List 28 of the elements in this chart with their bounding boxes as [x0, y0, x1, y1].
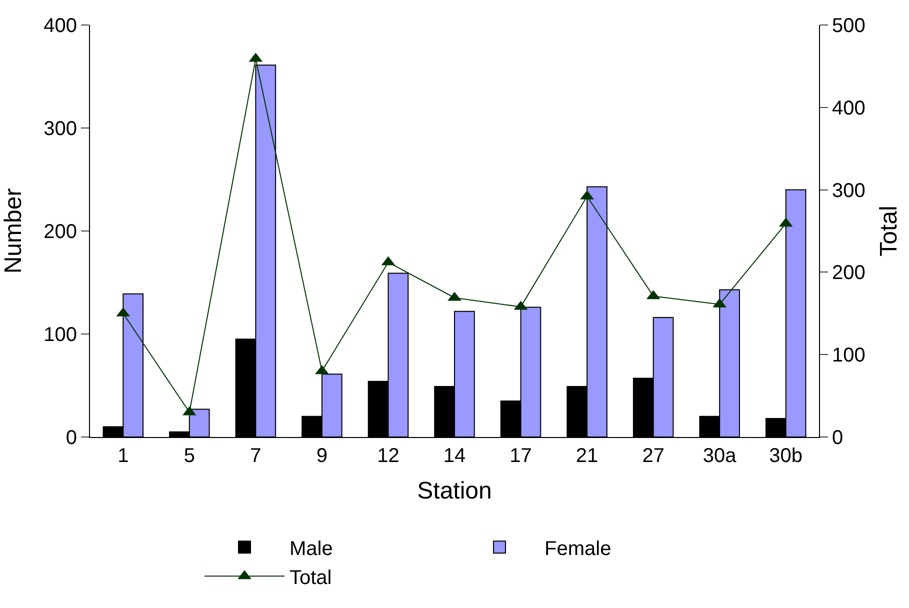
legend-label: Total	[290, 566, 332, 589]
y2-axis-title: Total	[876, 206, 903, 256]
x-tick-label: 5	[184, 445, 195, 467]
x-tick-label: 30a	[702, 445, 738, 467]
y2-tick-label: 300	[832, 180, 866, 202]
legend-label: Male	[290, 538, 333, 560]
y-axis-title: Number	[0, 188, 27, 274]
x-tick-label: 7	[250, 445, 262, 467]
y-tick-label: 0	[66, 427, 77, 449]
x-tick-label: 1	[118, 445, 129, 467]
x-tick-label: 30b	[769, 445, 803, 467]
x-tick-label: 12	[377, 445, 400, 467]
x-tick-label: 17	[510, 445, 532, 467]
x-tick-label: 9	[316, 445, 328, 467]
x-tick-label: 27	[642, 445, 664, 467]
y-tick-label: 300	[44, 118, 77, 140]
y2-tick-label: 100	[832, 344, 866, 367]
y-tick-label: 100	[44, 324, 77, 346]
y2-tick-label: 400	[832, 97, 866, 120]
x-tick-label: 14	[443, 445, 466, 467]
x-axis-title: Station	[417, 477, 492, 504]
y2-tick-label: 500	[832, 15, 866, 37]
y2-tick-label: 0	[832, 427, 844, 449]
y2-tick-label: 200	[832, 262, 866, 284]
x-tick-label: 21	[576, 445, 598, 467]
y-tick-label: 400	[44, 15, 77, 37]
y-tick-label: 200	[44, 221, 77, 243]
legend-label: Female	[544, 538, 612, 560]
